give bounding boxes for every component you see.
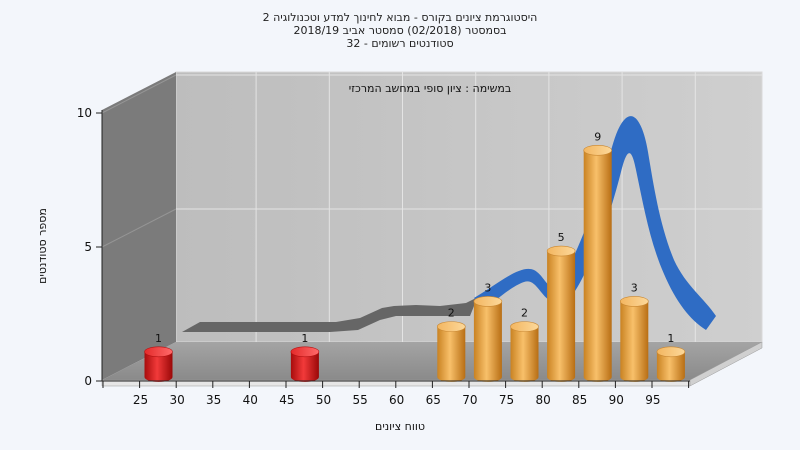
trend-curve-gray: [182, 298, 476, 332]
data-label-70: 3: [484, 281, 491, 294]
x-tick-label-9: 70: [462, 393, 477, 407]
bar-75: [510, 321, 539, 382]
bar-85: [583, 144, 613, 382]
x-tick-label-12: 85: [572, 393, 587, 407]
x-tick-label-2: 35: [206, 393, 221, 407]
bar-70: [473, 296, 503, 382]
bar-top-95: [656, 346, 686, 358]
x-tick-label-5: 50: [316, 393, 331, 407]
bar-45: [290, 346, 320, 382]
bar-65: [436, 321, 466, 382]
x-tick-label-1: 30: [169, 393, 184, 407]
y-tick-label-0: 0: [84, 374, 92, 388]
bar-body-85: [583, 150, 612, 382]
data-label-85: 9: [594, 130, 601, 143]
bar-body-65: [437, 326, 466, 382]
bar-body-25: [144, 351, 173, 382]
data-label-80: 5: [558, 231, 565, 244]
x-tick-label-13: 90: [609, 393, 624, 407]
bar-top-70: [473, 296, 503, 307]
bar-top-45: [290, 346, 320, 358]
bar-95: [656, 346, 686, 382]
side-grid-line-2: [101, 74, 177, 114]
bar-top-75: [510, 321, 539, 332]
x-tick-label-4: 45: [279, 393, 294, 407]
bar-90: [619, 296, 649, 382]
chart-title-line-1: היסטוגרמת ציונים בקורס - מבוא לחינוך למד…: [263, 11, 538, 24]
y-tick-label-1: 5: [84, 240, 92, 254]
y-axis-ticks: 0 5 10: [77, 106, 102, 388]
x-tick-label-11: 80: [535, 393, 550, 407]
y-axis-title: מספר סטודנטים: [36, 208, 49, 284]
chart-title-line-3: סטודנטים רשומים - 32: [346, 37, 453, 50]
side-grid-line-1: [101, 208, 177, 248]
x-tick-label-10: 75: [499, 393, 514, 407]
data-label-45: 1: [301, 332, 308, 345]
bar-top-90: [619, 296, 649, 307]
x-tick-label-3: 40: [243, 393, 258, 407]
x-tick-label-14: 95: [645, 393, 660, 407]
chart-side-wall: [102, 72, 176, 380]
x-axis-title: טווח ציונים: [375, 420, 425, 433]
bar-body-95: [656, 351, 685, 382]
chart-title-line-2: בסמסטר (02/2018) סמסטר אביב 2018/19: [293, 24, 506, 37]
bar-25: [144, 346, 173, 382]
x-tick-label-0: 25: [133, 393, 148, 407]
bar-top-80: [546, 245, 576, 257]
x-tick-label-8: 65: [426, 393, 441, 407]
bar-top-25: [144, 346, 173, 358]
grid-lines: [101, 72, 762, 342]
bar-top-85: [583, 144, 613, 156]
x-tick-label-7: 60: [389, 393, 404, 407]
y-tick-label-2: 10: [77, 106, 92, 120]
bar-80: [546, 245, 576, 382]
bar-top-65: [436, 321, 466, 332]
bar-body-80: [547, 251, 576, 382]
bar-body-90: [620, 301, 649, 382]
x-tick-label-6: 55: [352, 393, 367, 407]
chart-floor-right-edge: [689, 341, 763, 387]
data-label-90: 3: [631, 281, 638, 294]
bar-body-75: [510, 326, 539, 382]
value-labels: 1 1 2 3 2 5 9 3 1: [155, 130, 674, 345]
bar-body-45: [290, 351, 319, 382]
data-label-95: 1: [667, 332, 674, 345]
bars: [144, 144, 686, 382]
chart-subtitle: במשימה : ציון סופי במחשב המרכזי: [349, 82, 512, 95]
data-label-65: 2: [448, 307, 455, 320]
data-label-75: 2: [521, 307, 528, 320]
x-axis-ticks: 25 30 35 40 45 50 55 60 65 70 75 80 85 90 95: [102, 381, 690, 407]
bar-body-70: [473, 301, 502, 382]
data-label-25: 1: [155, 332, 162, 345]
